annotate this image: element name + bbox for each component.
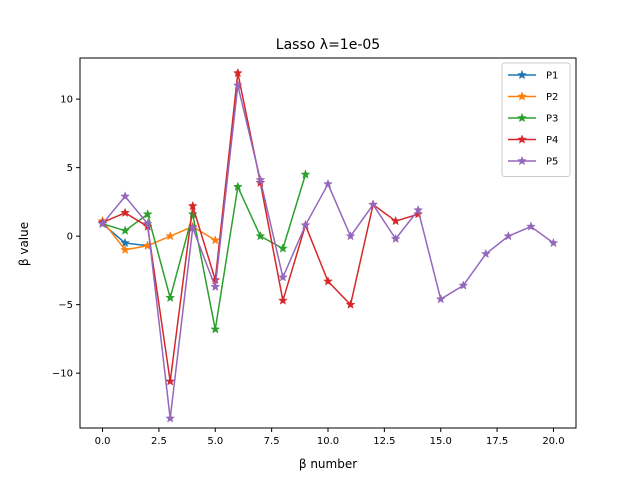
x-tick-label: 5.0 xyxy=(207,436,223,447)
x-tick-label: 7.5 xyxy=(264,436,280,447)
y-tick-label: 5 xyxy=(67,163,73,174)
data-point xyxy=(232,80,243,90)
legend-swatch-marker xyxy=(517,69,527,80)
data-point xyxy=(210,235,221,245)
data-point xyxy=(300,169,311,179)
axis-ticks: 0.0 2.5 5.0 7.5 10.0 12.5 15.0 17.5 20.0 −10 −5 0 5 1… xyxy=(52,95,565,447)
data-point xyxy=(210,324,221,334)
series-line xyxy=(101,220,216,251)
data-point xyxy=(120,225,131,235)
data-point xyxy=(503,230,514,241)
legend-label: P5 xyxy=(546,157,558,168)
legend-swatch-marker xyxy=(517,112,527,123)
legend-swatch-marker xyxy=(517,91,527,101)
x-tick-label: 10.0 xyxy=(317,436,339,447)
data-point xyxy=(165,413,176,423)
data-point xyxy=(232,181,243,192)
data-point xyxy=(187,222,198,233)
legend: P1 P2 P3 P4 P5 xyxy=(501,62,571,177)
x-tick-label: 17.5 xyxy=(486,436,508,447)
data-point xyxy=(435,293,446,304)
x-axis-title: β number xyxy=(299,457,357,471)
data-point xyxy=(232,67,243,78)
data-point xyxy=(277,295,288,305)
legend-label: P1 xyxy=(546,71,558,82)
data-point xyxy=(345,299,356,309)
data-point xyxy=(300,219,311,230)
legend-label: P2 xyxy=(546,92,558,103)
data-point xyxy=(548,237,559,248)
y-tick-label: 0 xyxy=(67,232,73,243)
data-point xyxy=(458,280,469,290)
x-tick-label: 0.0 xyxy=(95,436,111,447)
data-point xyxy=(165,230,176,241)
x-tick-label: 15.0 xyxy=(430,436,452,447)
data-point xyxy=(323,178,333,189)
data-point xyxy=(277,243,288,253)
series-layer xyxy=(97,67,559,423)
y-tick-label: −10 xyxy=(52,369,73,380)
data-point xyxy=(165,376,176,386)
x-tick-label: 20.0 xyxy=(542,436,564,447)
series-p5 xyxy=(97,80,559,423)
data-point xyxy=(120,207,131,218)
legend-label: P4 xyxy=(546,135,558,146)
data-point xyxy=(413,204,424,215)
data-point xyxy=(187,200,198,211)
data-point xyxy=(255,230,266,241)
data-point xyxy=(480,248,491,259)
legend-swatch-marker xyxy=(517,155,527,166)
chart-title: Lasso λ=1e-05 xyxy=(276,37,380,53)
data-point xyxy=(142,209,153,219)
data-point xyxy=(368,199,379,209)
legend-label: P3 xyxy=(546,114,558,125)
y-tick-label: −5 xyxy=(58,300,73,311)
data-point xyxy=(345,230,356,241)
y-tick-label: 10 xyxy=(60,95,73,106)
plot-frame xyxy=(79,57,577,429)
data-point xyxy=(413,209,424,219)
data-point xyxy=(277,272,288,282)
data-point xyxy=(525,221,536,231)
x-tick-label: 12.5 xyxy=(373,436,395,447)
data-point xyxy=(390,215,401,226)
data-point xyxy=(165,292,176,303)
data-point xyxy=(142,218,153,229)
data-point xyxy=(120,191,131,201)
data-point xyxy=(210,281,221,292)
y-axis-title: β value xyxy=(17,222,31,266)
legend-swatch-marker xyxy=(517,134,527,144)
legend-box xyxy=(501,62,571,177)
data-point xyxy=(187,209,198,219)
x-tick-label: 2.5 xyxy=(151,436,167,447)
data-point xyxy=(120,244,131,255)
data-point xyxy=(390,233,401,244)
data-point xyxy=(97,218,108,229)
data-point xyxy=(323,276,333,286)
data-point xyxy=(255,174,266,185)
